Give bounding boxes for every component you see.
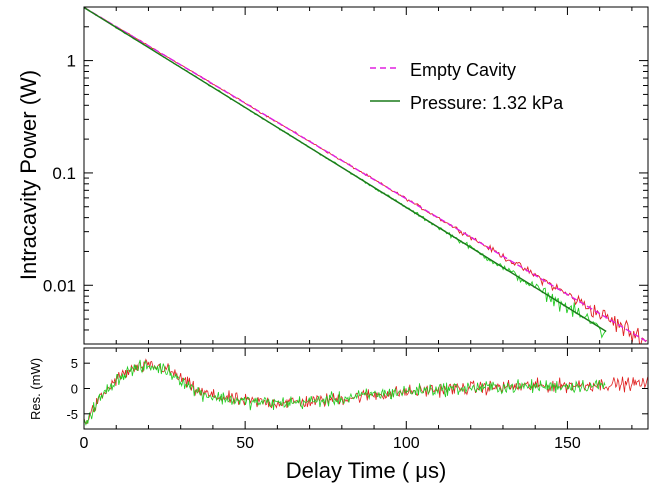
main-fit-layer <box>83 6 649 343</box>
x-tick-label: 0 <box>80 435 89 452</box>
residual-y-tick-label: 5 <box>71 356 78 371</box>
residual-data-layer <box>83 358 649 426</box>
residual-panel: 50-5 0 50 100 150 Res. (mW) Delay Time ( μs… <box>28 347 649 483</box>
main-y-tick-label: 0.01 <box>43 276 76 295</box>
main-y-axis-label: Intracavity Power (W) <box>16 70 41 280</box>
legend-label-empty-cavity: Empty Cavity <box>410 60 516 80</box>
x-tick-label: 150 <box>554 435 581 452</box>
main-data-layer <box>83 6 648 345</box>
main-y-tick-label: 1 <box>67 52 76 71</box>
main-ticks <box>83 6 648 345</box>
x-tick-labels: 0 50 100 150 <box>80 435 581 452</box>
residual-plot-frame <box>83 347 649 430</box>
main-plot-frame <box>83 6 649 345</box>
x-tick-label: 50 <box>236 435 254 452</box>
fit-line-pressure <box>83 6 607 332</box>
data-trace-empty-cavity <box>83 6 648 345</box>
main-y-tick-label: 0.1 <box>52 164 76 183</box>
fit-line-empty-cavity <box>83 6 649 343</box>
residual-y-tick-label: 0 <box>71 382 78 397</box>
residual-trace-pressure <box>83 359 606 426</box>
x-tick-label: 100 <box>393 435 420 452</box>
x-axis-label: Delay Time ( μs) <box>286 458 447 483</box>
residual-ticks <box>83 348 648 429</box>
residual-y-tick-labels: 5 0 -5 <box>66 356 78 422</box>
residual-y-tick-label: -5 <box>66 407 78 422</box>
legend: Empty Cavity Pressure: 1.32 kPa <box>370 60 564 113</box>
residual-y-axis-label: Res. (mW) <box>28 358 43 420</box>
main-panel: 1 0.1 0.01 Intracavity Power (W) Empty Cav… <box>16 6 649 345</box>
legend-label-pressure: Pressure: 1.32 kPa <box>410 93 564 113</box>
main-y-tick-labels: 1 0.1 0.01 <box>43 52 76 296</box>
